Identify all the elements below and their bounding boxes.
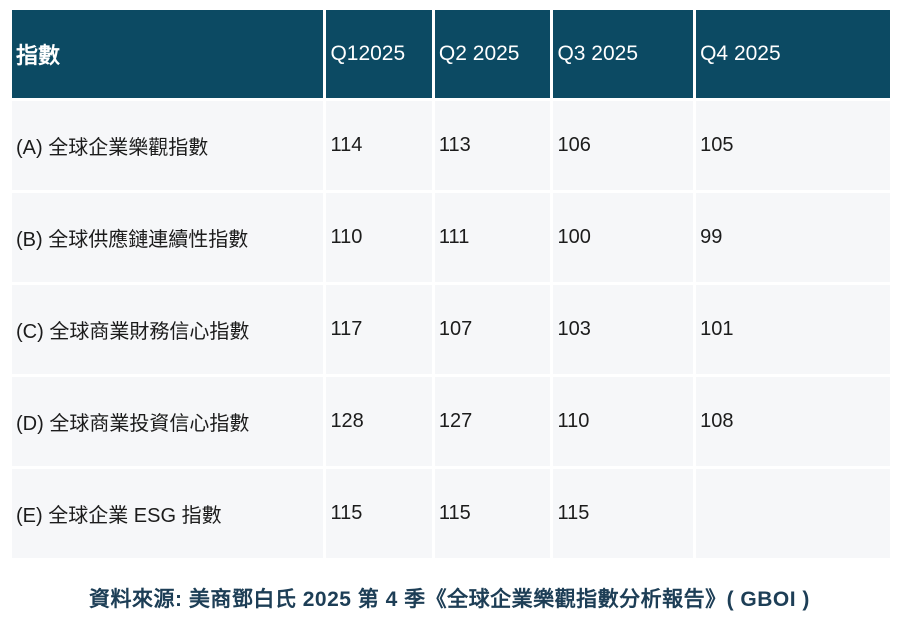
row-d-q1-value: 128: [326, 377, 432, 466]
column-header-index: 指數: [12, 10, 324, 98]
column-header-q3-2025: Q3 2025: [553, 10, 694, 98]
row-a-q1-value: 114: [326, 101, 432, 190]
row-b-q4-value: 99: [696, 193, 890, 282]
row-a-label: (A) 全球企業樂觀指數: [12, 101, 324, 190]
row-c-label: (C) 全球商業財務信心指數: [12, 285, 324, 374]
source-note: 資料來源: 美商鄧白氏 2025 第 4 季《全球企業樂觀指數分析報告》( GB…: [89, 588, 810, 611]
table-row-a: (A) 全球企業樂觀指數 114 113 106 105: [12, 101, 890, 190]
row-d-label: (D) 全球商業投資信心指數: [12, 377, 324, 466]
row-e-label: (E) 全球企業 ESG 指數: [12, 469, 324, 558]
row-c-q2-value: 107: [434, 285, 551, 374]
row-a-q2-value: 113: [434, 101, 551, 190]
row-a-q3-value: 106: [553, 101, 694, 190]
row-b-q2-value: 111: [434, 193, 551, 282]
row-d-q2-value: 127: [434, 377, 551, 466]
row-b-q3-value: 100: [553, 193, 694, 282]
row-c-q3-value: 103: [553, 285, 694, 374]
row-c-q1-value: 117: [326, 285, 432, 374]
row-a-q4-value: 105: [696, 101, 890, 190]
row-b-label: (B) 全球供應鏈連續性指數: [12, 193, 324, 282]
column-header-q2-2025: Q2 2025: [434, 10, 551, 98]
row-e-q4-value: [696, 469, 890, 558]
header-row: 指數 Q12025 Q2 2025 Q3 2025 Q4 2025: [12, 10, 890, 98]
row-d-q3-value: 110: [553, 377, 694, 466]
table-row-d: (D) 全球商業投資信心指數 128 127 110 108: [12, 377, 890, 466]
table-row-b: (B) 全球供應鏈連續性指數 110 111 100 99: [12, 193, 890, 282]
row-d-q4-value: 108: [696, 377, 890, 466]
row-c-q4-value: 101: [696, 285, 890, 374]
index-table: 指數 Q12025 Q2 2025 Q3 2025 Q4 2025 (A) 全球…: [9, 7, 893, 561]
table-row-c: (C) 全球商業財務信心指數 117 107 103 101: [12, 285, 890, 374]
column-header-q1-2025: Q12025: [326, 10, 432, 98]
column-header-q4-2025: Q4 2025: [696, 10, 890, 98]
row-e-q3-value: 115: [553, 469, 694, 558]
table-row-e: (E) 全球企業 ESG 指數 115 115 115: [12, 469, 890, 558]
row-b-q1-value: 110: [326, 193, 432, 282]
row-e-q1-value: 115: [326, 469, 432, 558]
row-e-q2-value: 115: [434, 469, 551, 558]
